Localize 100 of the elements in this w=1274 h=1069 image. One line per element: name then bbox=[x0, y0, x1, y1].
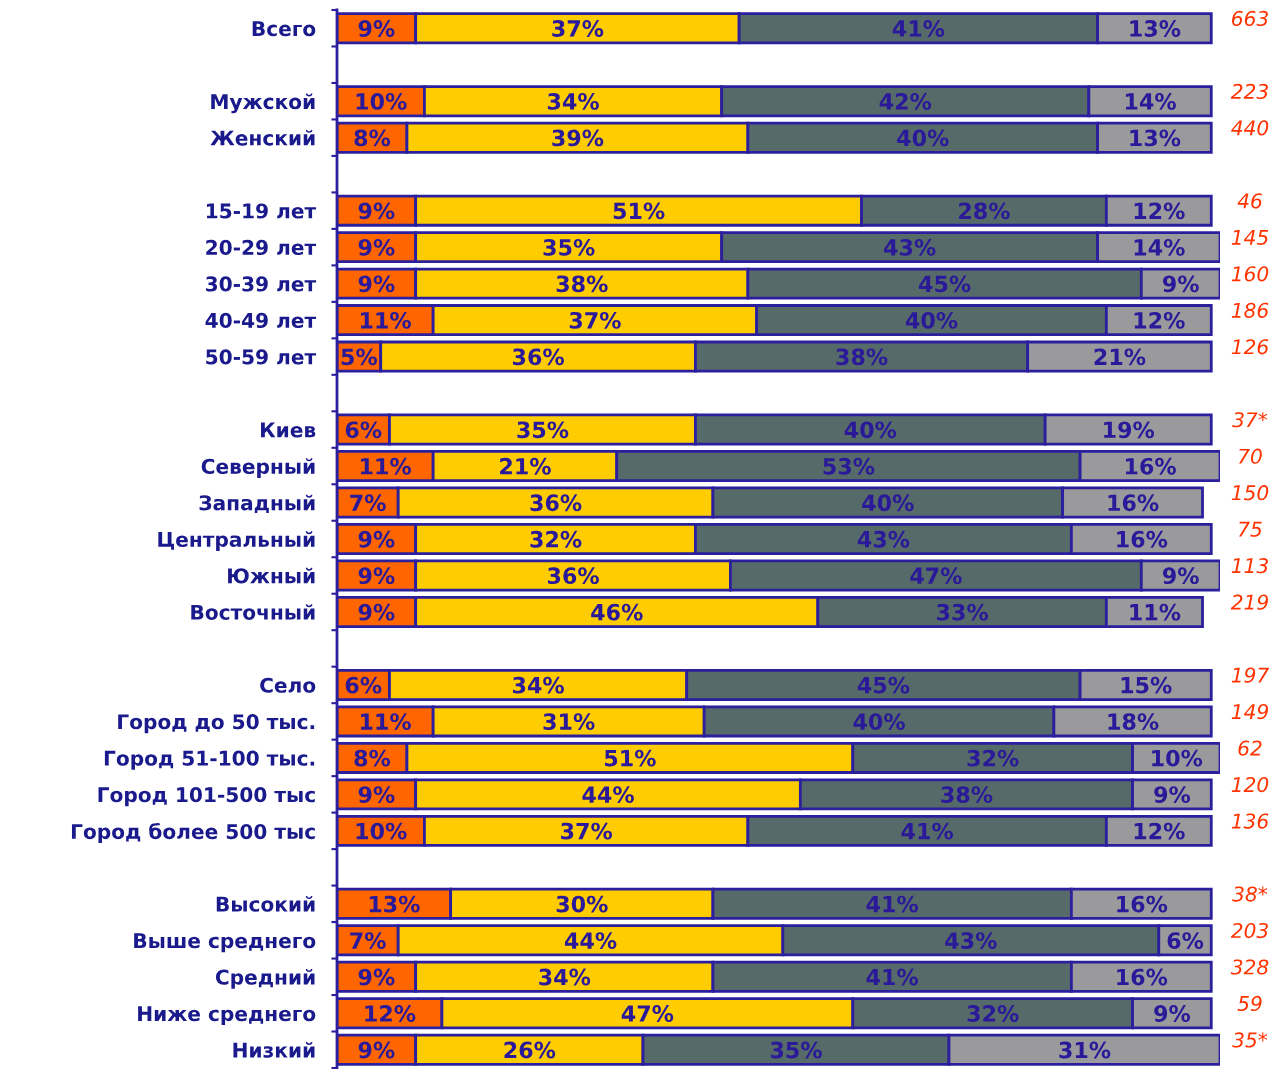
y2-tick-label: 145 bbox=[1231, 229, 1269, 245]
data-label: 13% bbox=[1130, 20, 1181, 37]
data-label: 16% bbox=[1117, 530, 1168, 548]
data-label: 31% bbox=[543, 713, 595, 731]
data-label: 47% bbox=[910, 567, 962, 585]
data-label: 42% bbox=[879, 93, 932, 110]
y-tick-label: Киев bbox=[261, 422, 316, 438]
y2-tick-label: 75 bbox=[1239, 521, 1262, 537]
y2-tick-label: 328 bbox=[1230, 959, 1269, 975]
data-label: 33% bbox=[936, 603, 988, 621]
data-label: 36% bbox=[512, 348, 564, 366]
data-label: 9% bbox=[358, 603, 395, 621]
data-label: 16% bbox=[1108, 494, 1159, 512]
data-label: 43% bbox=[884, 238, 936, 256]
data-label: 35% bbox=[543, 238, 595, 256]
data-label: 12% bbox=[1134, 202, 1185, 220]
data-label: 36% bbox=[547, 567, 599, 585]
data-label: 9% bbox=[1162, 567, 1199, 585]
data-label: 10% bbox=[356, 822, 407, 840]
y2-tick-label: 149 bbox=[1231, 704, 1268, 720]
y2-tick-label: 38* bbox=[1232, 886, 1268, 902]
data-label: 9% bbox=[1154, 786, 1191, 804]
y-tick-label: 15-19 лет bbox=[206, 203, 317, 219]
y2-tick-label: 150 bbox=[1231, 485, 1269, 501]
y-tick-label: Всего bbox=[252, 21, 316, 37]
data-label: 38% bbox=[556, 275, 608, 293]
data-label: 47% bbox=[621, 1005, 674, 1022]
y-tick-label: 30-39 лет bbox=[206, 276, 317, 292]
y-tick-label: Западный bbox=[199, 494, 315, 513]
y2-tick-label: 203 bbox=[1230, 922, 1268, 939]
data-label: 11% bbox=[1130, 603, 1181, 621]
data-label: 13% bbox=[369, 895, 420, 913]
y2-tick-label: 120 bbox=[1231, 776, 1269, 793]
data-label: 12% bbox=[1134, 311, 1185, 329]
data-label: 9% bbox=[358, 20, 395, 37]
y2-tick-label: 70 bbox=[1239, 448, 1262, 464]
data-label: 39% bbox=[552, 129, 604, 147]
data-label: 40% bbox=[905, 311, 958, 329]
data-label: 9% bbox=[358, 786, 395, 804]
y2-tick-label: 223 bbox=[1230, 83, 1268, 100]
data-label: 40% bbox=[844, 421, 897, 439]
y2-tick-label: 160 bbox=[1231, 266, 1269, 282]
y-tick-label: Восточный bbox=[191, 604, 315, 620]
data-label: 44% bbox=[564, 932, 617, 949]
data-label: 12% bbox=[1134, 822, 1185, 840]
data-label: 13% bbox=[1130, 129, 1181, 147]
data-label: 37% bbox=[552, 20, 604, 37]
y2-tick-label: 113 bbox=[1231, 558, 1268, 574]
data-label: 9% bbox=[358, 238, 395, 256]
data-label: 14% bbox=[1134, 238, 1185, 256]
data-label: 40% bbox=[897, 129, 949, 147]
data-label: 9% bbox=[358, 567, 395, 585]
y-tick-label: Высокий bbox=[216, 896, 315, 912]
y2-tick-label: 46 bbox=[1237, 193, 1262, 209]
y-tick-label: Город более 500 тыс bbox=[71, 822, 315, 844]
data-label: 32% bbox=[967, 1005, 1019, 1022]
data-label: 10% bbox=[1152, 749, 1203, 767]
data-label: 51% bbox=[605, 749, 656, 767]
data-label: 5% bbox=[341, 348, 378, 366]
data-label: 9% bbox=[1154, 1005, 1191, 1022]
data-label: 44% bbox=[582, 786, 634, 804]
data-label: 15% bbox=[1121, 676, 1172, 694]
y2-tick-label: 663 bbox=[1232, 10, 1268, 27]
data-label: 16% bbox=[1125, 457, 1176, 475]
y2-tick-label: 35* bbox=[1232, 1032, 1268, 1048]
data-label: 12% bbox=[365, 1005, 416, 1022]
y-tick-label: Город 101-500 тыс bbox=[98, 787, 315, 807]
y-tick-label: 20-29 лет bbox=[206, 239, 317, 256]
data-label: 9% bbox=[1162, 275, 1199, 293]
data-label: 11% bbox=[361, 457, 411, 475]
y-tick-label: Выше среднего bbox=[134, 933, 316, 953]
data-label: 45% bbox=[857, 676, 910, 694]
data-label: 16% bbox=[1117, 968, 1168, 986]
data-label: 7% bbox=[350, 494, 386, 512]
y2-tick-label: 37* bbox=[1232, 412, 1268, 428]
data-label: 19% bbox=[1104, 421, 1155, 439]
y-tick-label: Мужской bbox=[211, 93, 315, 114]
data-label: 11% bbox=[361, 311, 411, 329]
data-label: 41% bbox=[892, 20, 945, 37]
data-label: 32% bbox=[967, 749, 1019, 767]
y2-tick-label: 126 bbox=[1231, 339, 1269, 355]
y-tick-label: Средний bbox=[215, 969, 315, 989]
data-label: 6% bbox=[345, 676, 382, 694]
data-label: 6% bbox=[1167, 932, 1204, 949]
data-label: 35% bbox=[517, 421, 569, 439]
y2-tick-label: 59 bbox=[1237, 995, 1262, 1012]
y-tick-label: 40-49 лет bbox=[205, 312, 317, 329]
y-tick-label: Северный bbox=[201, 458, 315, 478]
data-label: 46% bbox=[591, 603, 643, 621]
data-label: 18% bbox=[1108, 713, 1159, 731]
data-label: 43% bbox=[945, 932, 997, 949]
y-tick-label: Южный bbox=[228, 567, 315, 584]
y2-tick-label: 136 bbox=[1231, 813, 1269, 829]
data-label: 41% bbox=[866, 968, 919, 986]
y-tick-label: Женский bbox=[210, 129, 315, 146]
data-label: 9% bbox=[358, 968, 395, 986]
data-label: 14% bbox=[1125, 93, 1176, 110]
data-label: 11% bbox=[361, 713, 411, 731]
data-label: 28% bbox=[959, 202, 1010, 220]
data-label: 32% bbox=[530, 530, 582, 548]
